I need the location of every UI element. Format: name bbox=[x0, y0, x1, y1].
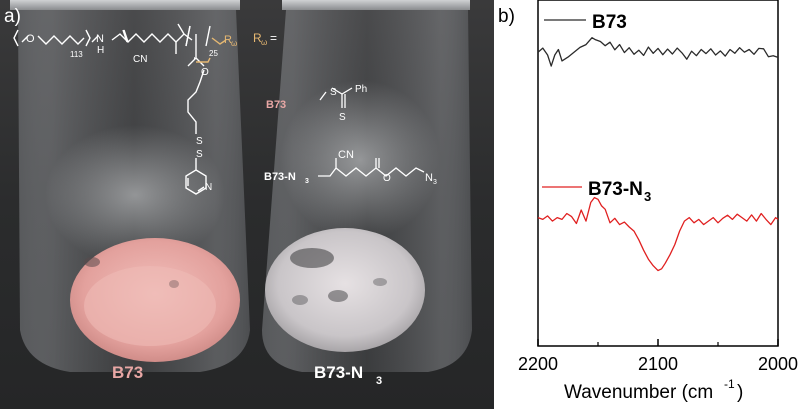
vial-b73-n3-caption: B73-N 3 bbox=[314, 363, 382, 387]
peg-repeat-number: 113 bbox=[70, 50, 83, 59]
polymer-structure bbox=[13, 23, 211, 195]
peg-bracket bbox=[13, 29, 91, 47]
b73-n3-end-group-label: B73-N bbox=[264, 171, 296, 183]
thio-s-atom: S bbox=[330, 87, 337, 98]
r-omega-equals: = bbox=[270, 31, 277, 45]
r-omega-main: R bbox=[224, 34, 232, 46]
series-layer bbox=[537, 37, 779, 272]
dithioester-bonds bbox=[319, 87, 353, 108]
block-repeat-number: 25 bbox=[209, 49, 218, 58]
series-line-b73 bbox=[537, 37, 779, 67]
peg-chain bbox=[21, 35, 85, 45]
azide-chain-bonds bbox=[318, 158, 425, 177]
phenyl-group: Ph bbox=[355, 84, 367, 95]
vial-b73-n3-caption-main: B73-N bbox=[314, 363, 363, 382]
x-axis-title: Wavenumber (cm -1 ) bbox=[564, 377, 743, 403]
peg-o-atom: O bbox=[26, 33, 35, 45]
x-axis-title-close: ) bbox=[737, 382, 743, 403]
legend-label-b73: B73 bbox=[592, 12, 627, 33]
ester-o: O bbox=[383, 173, 391, 184]
r-omega-main-sub: ω bbox=[231, 39, 237, 48]
vial-b73-n3-caption-sub: 3 bbox=[376, 375, 382, 387]
x-tick-label: 2000 bbox=[758, 354, 798, 374]
pyridine-n-atom: N bbox=[205, 182, 212, 193]
carbonyl bbox=[122, 29, 129, 43]
x-axis-title-sup: -1 bbox=[724, 377, 735, 391]
disulfide-s2: S bbox=[196, 149, 203, 160]
b73-n3-end-group-label-sub: 3 bbox=[305, 178, 309, 185]
legend-label-b73-n3-sub: 3 bbox=[644, 189, 651, 204]
azide-n: N bbox=[425, 172, 433, 184]
vial-b73-cap bbox=[10, 0, 240, 10]
x-axis-title-main: Wavenumber (cm bbox=[564, 382, 713, 403]
r-omega-definition: R ω = bbox=[253, 31, 277, 47]
b73-end-group-label: B73 bbox=[266, 99, 286, 111]
backbone bbox=[91, 33, 193, 43]
block-brackets bbox=[185, 25, 211, 47]
panel-a-label: a) bbox=[4, 6, 21, 27]
photo-panel: a) O 113 N H CN 25 R ω O bbox=[0, 0, 494, 409]
cn-group: CN bbox=[338, 149, 354, 161]
ftir-plot-panel: b) B73 B73-N 3 2200 2100 2000 Wavenumber (… bbox=[494, 0, 800, 409]
tick-layer: 2200 2100 2000 bbox=[518, 339, 798, 374]
r-omega-lhs: R bbox=[253, 31, 262, 45]
panel-b-label: b) bbox=[498, 6, 515, 27]
backbone-cn: CN bbox=[133, 54, 147, 65]
vial-b73-caption: B73 bbox=[112, 363, 143, 382]
ester-o-atom: O bbox=[201, 67, 209, 78]
x-tick-label: 2200 bbox=[518, 354, 558, 374]
amide-n: N bbox=[96, 33, 104, 45]
amide-h: H bbox=[97, 45, 104, 56]
legend-label-b73-n3: B73-N 3 bbox=[588, 179, 651, 204]
disulfide-s1: S bbox=[196, 136, 203, 147]
legend-label-b73-n3-main: B73-N bbox=[588, 179, 643, 200]
azide-n-sub: 3 bbox=[433, 179, 437, 186]
r-omega-lhs-sub: ω bbox=[261, 38, 267, 47]
pyridine-double-bonds bbox=[187, 178, 205, 192]
x-tick-label: 2100 bbox=[638, 354, 678, 374]
r-omega-bond bbox=[211, 37, 227, 45]
b73-n3-powder bbox=[265, 228, 425, 352]
polymer-structure-orange bbox=[211, 37, 227, 45]
vial-b73-n3-cap bbox=[282, 0, 470, 10]
linker-chain bbox=[187, 69, 205, 134]
pyridine-ring bbox=[185, 158, 207, 195]
ftir-chart: b) B73 B73-N 3 2200 2100 2000 Wavenumber (… bbox=[498, 0, 798, 403]
b73-end-group: B73 S Ph S bbox=[266, 84, 367, 123]
vial-b73-n3 bbox=[262, 0, 472, 372]
vials-photo: a) O 113 N H CN 25 R ω O bbox=[0, 0, 494, 409]
vial-b73 bbox=[10, 0, 250, 372]
b73-n3-end-group: B73-N 3 CN O N 3 bbox=[264, 149, 437, 186]
series-line-b73-n3 bbox=[537, 196, 779, 272]
structure-labels: O 113 N H CN 25 R ω O S S N bbox=[26, 33, 237, 193]
thione-s-atom: S bbox=[339, 112, 346, 123]
